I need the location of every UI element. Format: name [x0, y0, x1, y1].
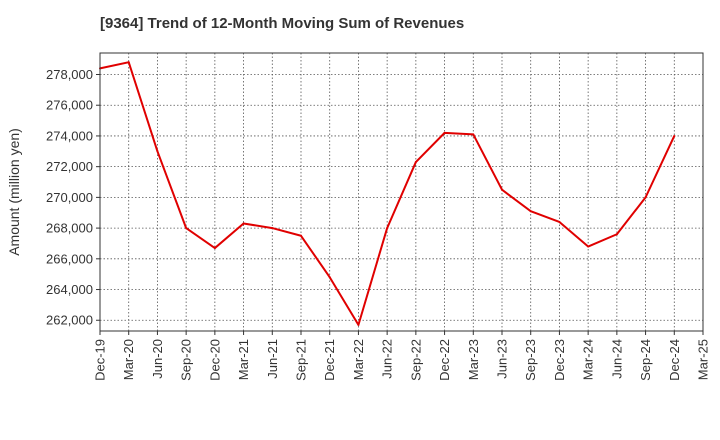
data-point — [357, 323, 360, 326]
y-tick-label: 266,000 — [46, 251, 93, 266]
x-tick-label: Mar-20 — [121, 339, 136, 380]
x-tick-label: Dec-21 — [322, 339, 337, 381]
data-point — [386, 227, 389, 230]
y-tick-label: 268,000 — [46, 221, 93, 236]
y-tick-label: 276,000 — [46, 98, 93, 113]
y-tick-label: 278,000 — [46, 67, 93, 82]
data-point — [501, 188, 503, 191]
x-tick-label: Jun-23 — [495, 339, 510, 379]
x-tick-label: Mar-22 — [351, 339, 366, 380]
y-tick-label: 270,000 — [46, 190, 93, 205]
x-tick-label: Sep-22 — [408, 339, 423, 381]
data-point — [529, 210, 532, 213]
x-tick-label: Sep-21 — [294, 339, 309, 381]
y-tick-label: 272,000 — [46, 159, 93, 174]
x-tick-label: Dec-22 — [437, 339, 452, 381]
data-point — [156, 150, 159, 153]
axis-ticks: Dec-19 Mar-20 Jun-20 Sep-20 Dec-20 Mar-21 Jun-… — [46, 67, 711, 381]
x-tick-label: Sep-24 — [638, 339, 653, 381]
data-point — [414, 161, 417, 164]
x-tick-label: Mar-21 — [236, 339, 251, 380]
data-point — [242, 222, 245, 225]
x-tick-label: Jun-21 — [265, 339, 280, 379]
data-point — [213, 247, 216, 250]
x-tick-label: Dec-19 — [93, 339, 108, 381]
x-tick-label: Sep-20 — [179, 339, 194, 381]
data-point — [673, 134, 676, 137]
plot-area-frame — [99, 52, 704, 332]
data-point — [127, 61, 130, 64]
data-point — [558, 220, 561, 223]
data-point — [587, 245, 590, 248]
x-tick-label: Mar-25 — [696, 339, 711, 380]
x-tick-label: Mar-24 — [581, 339, 596, 380]
grid-lines — [100, 53, 703, 331]
data-point — [644, 196, 647, 199]
y-tick-label: 262,000 — [46, 313, 93, 328]
data-point — [185, 227, 188, 230]
x-tick-label: Jun-20 — [150, 339, 165, 379]
x-tick-label: Mar-23 — [466, 339, 481, 380]
data-point — [443, 131, 446, 134]
x-tick-label: Dec-24 — [667, 339, 682, 381]
x-tick-label: Dec-20 — [207, 339, 222, 381]
data-point — [271, 227, 274, 230]
data-point — [615, 233, 618, 236]
x-tick-label: Sep-23 — [523, 339, 538, 381]
y-axis-label: Amount (million yen) — [6, 128, 22, 256]
data-point — [300, 234, 302, 237]
x-tick-label: Jun-24 — [609, 339, 624, 379]
x-tick-label: Jun-22 — [380, 339, 395, 379]
data-point — [472, 133, 475, 136]
y-tick-label: 274,000 — [46, 128, 93, 143]
x-tick-label: Dec-23 — [552, 339, 567, 381]
chart-title: [9364] Trend of 12-Month Moving Sum of R… — [100, 15, 465, 32]
y-tick-label: 264,000 — [46, 282, 93, 297]
data-point — [328, 276, 331, 279]
